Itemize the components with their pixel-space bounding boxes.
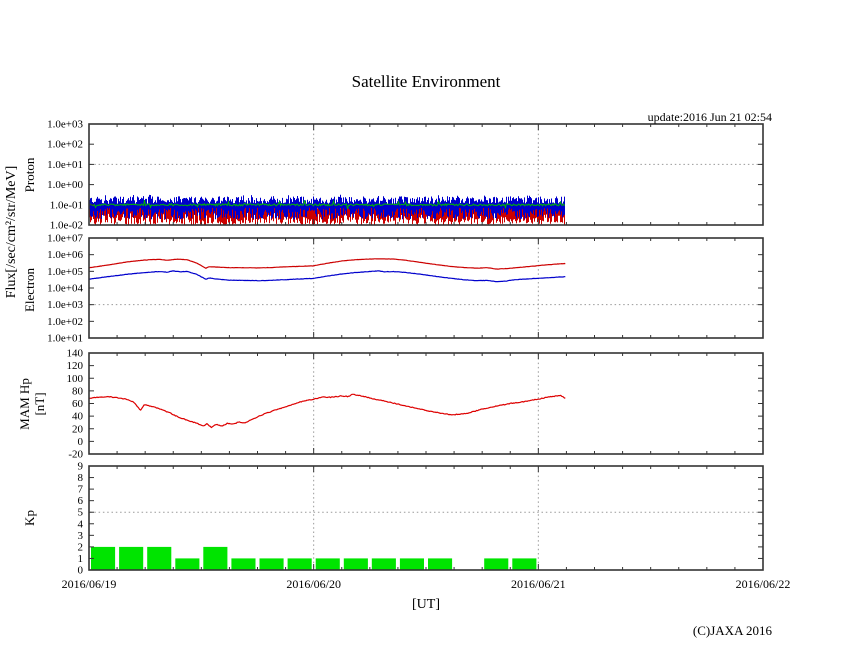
electron-y-tick-label: 1.0e+05	[47, 266, 83, 278]
kp-bar	[428, 558, 453, 570]
kp-y-tick-label: 7	[78, 484, 84, 496]
electron-y-tick-label: 1.0e+07	[47, 233, 83, 245]
mam-hp-unit-label: [nT]	[32, 392, 47, 415]
update-timestamp: update:2016 Jun 21 02:54	[648, 110, 772, 124]
proton-y-tick-label: 1.0e+02	[47, 139, 83, 151]
copyright-jaxa: (C)JAXA 2016	[693, 623, 773, 638]
kp-bar	[147, 546, 172, 570]
mam-hp-panel-label: MAM Hp	[17, 378, 32, 430]
kp-y-tick-label: 8	[78, 472, 84, 484]
proton-noise-green	[89, 199, 565, 210]
x-tick-label: 2016/06/20	[286, 577, 341, 591]
electron-y-tick-label: 1.0e+03	[47, 299, 83, 311]
kp-bar	[371, 558, 396, 570]
mam-y-tick-label: 60	[72, 398, 84, 410]
kp-bar	[399, 558, 424, 570]
kp-y-tick-label: 0	[78, 565, 84, 577]
mam-y-tick-label: 120	[67, 360, 84, 372]
electron-panel-label: Electron	[22, 267, 37, 312]
mam-y-tick-label: 40	[72, 411, 84, 423]
mam-series-mam-hp	[88, 393, 566, 429]
kp-panel-frame	[88, 465, 764, 571]
mam-y-tick-label: 140	[67, 348, 84, 360]
electron-series-electron-flux-high	[88, 258, 566, 270]
kp-y-tick-label: 2	[78, 541, 84, 553]
page-title: Satellite Environment	[352, 72, 501, 91]
mam-y-tick-label: -20	[68, 449, 83, 461]
proton-y-tick-label: 1.0e-01	[50, 199, 83, 211]
generated-plot-content: 1.0e+03 1.0e+02 1.0e+01 1.0e+00 1.0e-01 1.0e-…	[47, 119, 790, 592]
kp-bar	[203, 546, 228, 570]
kp-panel-label: Kp	[22, 510, 37, 526]
mam-y-tick-label: 100	[67, 373, 84, 385]
kp-y-tick-label: 3	[78, 530, 84, 542]
electron-y-tick-label: 1.0e+04	[47, 283, 83, 295]
proton-panel-label: Proton	[22, 157, 37, 192]
kp-bar	[175, 558, 200, 570]
kp-bar	[315, 558, 340, 570]
x-tick-label: 2016/06/19	[62, 577, 117, 591]
kp-bar	[343, 558, 368, 570]
mam-y-tick-label: 20	[72, 423, 84, 435]
kp-y-tick-label: 5	[78, 507, 84, 519]
kp-bar	[484, 558, 509, 570]
mam-y-tick-label: 80	[72, 385, 84, 397]
kp-y-tick-label: 9	[78, 461, 84, 473]
x-tick-label: 2016/06/22	[736, 577, 791, 591]
electron-panel-frame	[88, 237, 764, 339]
kp-bar	[231, 558, 256, 570]
x-tick-label: 2016/06/21	[511, 577, 566, 591]
proton-y-tick-label: 1.0e+03	[47, 119, 83, 131]
mam-panel-frame	[88, 352, 764, 455]
kp-y-tick-label: 4	[78, 518, 84, 530]
mam-y-tick-label: 0	[78, 436, 84, 448]
kp-bar	[512, 558, 537, 570]
kp-y-tick-label: 1	[78, 553, 84, 565]
electron-y-tick-label: 1.0e+02	[47, 316, 83, 328]
kp-bar	[91, 546, 116, 570]
kp-bar	[259, 558, 284, 570]
proton-y-tick-label: 1.0e-02	[50, 220, 83, 232]
electron-y-tick-label: 1.0e+01	[47, 333, 83, 345]
kp-bar	[287, 558, 312, 570]
x-axis-unit-label: [UT]	[412, 597, 440, 612]
proton-y-tick-label: 1.0e+00	[47, 179, 83, 191]
electron-y-tick-label: 1.0e+06	[47, 249, 83, 261]
proton-y-tick-label: 1.0e+01	[47, 159, 83, 171]
flux-axis-label: Flux[/sec/cm²/str/MeV]	[4, 166, 19, 299]
kp-bar	[119, 546, 144, 570]
kp-y-tick-label: 6	[78, 495, 84, 507]
electron-series-electron-flux-low	[88, 270, 566, 283]
